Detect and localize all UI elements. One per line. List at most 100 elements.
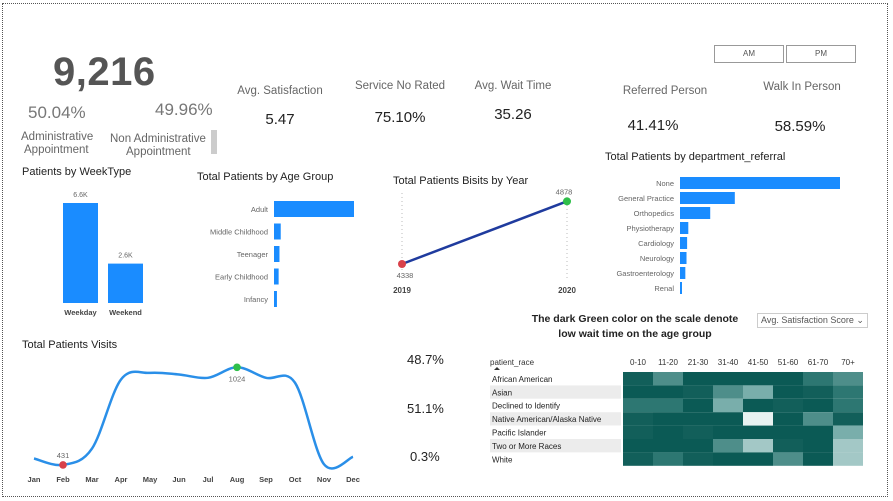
department-category-label: Renal [654, 284, 674, 293]
heatmap-cell [683, 398, 713, 413]
dropdown-label: Avg. Satisfaction Score [761, 315, 854, 325]
age-bar [274, 201, 354, 217]
heatmap-cell [623, 425, 653, 439]
department-category-label: Physiotherapy [626, 224, 674, 233]
heatmap-cell [833, 385, 863, 399]
heatmap-cell [713, 452, 743, 466]
age-category-label: Middle Childhood [210, 228, 268, 237]
visits-tick-label: Jul [203, 475, 214, 484]
heatmap-row-label: Asian [492, 388, 512, 397]
heatmap-cell [743, 452, 773, 466]
pm-button[interactable]: PM [786, 45, 856, 63]
heatmap-cell [743, 372, 773, 386]
heatmap-row-band [490, 452, 621, 466]
heatmap-column-label: 70+ [841, 358, 855, 367]
visits-tick-label: Sep [259, 475, 273, 484]
heatmap-column-label: 61-70 [808, 358, 829, 367]
heatmap-cell [623, 439, 653, 453]
heatmap-column-label: 21-30 [688, 358, 709, 367]
year-tick-label: 2019 [393, 286, 411, 295]
heatmap-cell [713, 372, 743, 386]
satisfaction-dropdown[interactable]: Avg. Satisfaction Score ⌄ [757, 313, 868, 328]
heatmap-cell [773, 372, 803, 386]
heatmap-cell [833, 372, 863, 386]
department-category-label: Neurology [640, 254, 674, 263]
department-bar [680, 237, 688, 249]
heatmap-row-band [490, 425, 621, 439]
age-bar [274, 268, 279, 285]
admin-label-1: Administrative [21, 131, 94, 143]
visits-highlight-point [233, 363, 241, 372]
visits-series-line [33, 366, 354, 470]
department-bar-chart: None General Practice Orthopedics Physiothe… [616, 177, 840, 294]
heatmap-cell [773, 425, 803, 439]
side-pct-1: 48.7% [407, 352, 444, 367]
heatmap-cell [803, 372, 833, 386]
visits-tick-label: Apr [115, 475, 128, 484]
race-heatmap: patient_race 0-10 11-20 21-30 31-40 41-50 51-6… [490, 358, 863, 466]
age-category-label: Infancy [244, 295, 268, 304]
department-category-label: Gastroenterology [616, 269, 674, 278]
age-category-label: Teenager [237, 250, 269, 259]
service-no-rated-title: Service No Rated [354, 80, 446, 92]
nonadmin-label-1: Non Administrative [110, 133, 206, 145]
visits-tick-label: Dec [346, 475, 360, 484]
heatmap-cell [683, 385, 713, 399]
total-patients-value: 9,216 [53, 50, 156, 94]
side-pct-2: 51.1% [407, 401, 444, 416]
heatmap-row-label: Pacific Islander [492, 429, 547, 438]
visits-tick-label: Feb [56, 475, 70, 484]
weektype-category-label: Weekend [109, 308, 142, 317]
department-bar [680, 222, 689, 234]
heatmap-column-label: 11-20 [658, 358, 678, 367]
heatmap-cell [773, 385, 803, 399]
scroll-indicator[interactable] [211, 130, 217, 154]
department-bar [680, 192, 735, 204]
avg-satisfaction-title: Avg. Satisfaction [237, 85, 323, 97]
age-category-label: Early Childhood [215, 273, 268, 282]
heatmap-cell [713, 439, 743, 453]
heatmap-note-line-2: low wait time on the age group [558, 328, 712, 340]
heatmap-note-line-1: The dark Green color on the scale denote [531, 313, 739, 325]
visits-tick-label: Aug [230, 475, 245, 484]
heatmap-cell [653, 385, 683, 399]
heatmap-cell [743, 439, 773, 453]
heatmap-row-header: patient_race [490, 358, 535, 367]
weektype-bar [108, 263, 143, 303]
am-button[interactable]: AM [714, 45, 784, 63]
heatmap-cell [833, 398, 863, 413]
heatmap-cell [773, 452, 803, 466]
heatmap-cell [653, 412, 683, 426]
nonadmin-label-2: Appointment [126, 146, 191, 158]
walkin-title: Walk In Person [763, 81, 841, 93]
heatmap-column-label: 31-40 [718, 358, 739, 367]
heatmap-cell [683, 425, 713, 439]
heatmap-cell [653, 439, 683, 453]
heatmap-cell [833, 412, 863, 426]
heatmap-cell [743, 398, 773, 413]
chevron-down-icon: ⌄ [856, 315, 864, 325]
weektype-data-label: 6.6K [73, 192, 88, 199]
visits-tick-label: May [143, 475, 158, 484]
department-category-label: General Practice [618, 194, 674, 203]
department-category-label: None [656, 179, 674, 188]
year-tick-label: 2020 [558, 286, 576, 295]
visits-tick-label: Oct [289, 475, 302, 484]
heatmap-cell [803, 385, 833, 399]
visits-tick-label: Jan [28, 475, 41, 484]
heatmap-row-band [490, 385, 621, 399]
heatmap-cell [683, 439, 713, 453]
avg-wait-title: Avg. Wait Time [474, 80, 552, 92]
department-bar [680, 207, 711, 219]
age-category-label: Adult [251, 205, 269, 214]
weektype-bar [63, 203, 98, 303]
heatmap-cell [743, 425, 773, 439]
heatmap-column-label: 0-10 [630, 358, 647, 367]
visits-data-label: 431 [57, 451, 70, 460]
heatmap-cell [833, 425, 863, 439]
heatmap-column-label: 41-50 [748, 358, 769, 367]
agegroup-chart-title: Total Patients by Age Group [197, 171, 334, 183]
heatmap-cell [653, 372, 683, 386]
department-chart-title: Total Patients by department_referral [605, 151, 786, 163]
visits-chart-title: Total Patients Visits [22, 339, 118, 351]
